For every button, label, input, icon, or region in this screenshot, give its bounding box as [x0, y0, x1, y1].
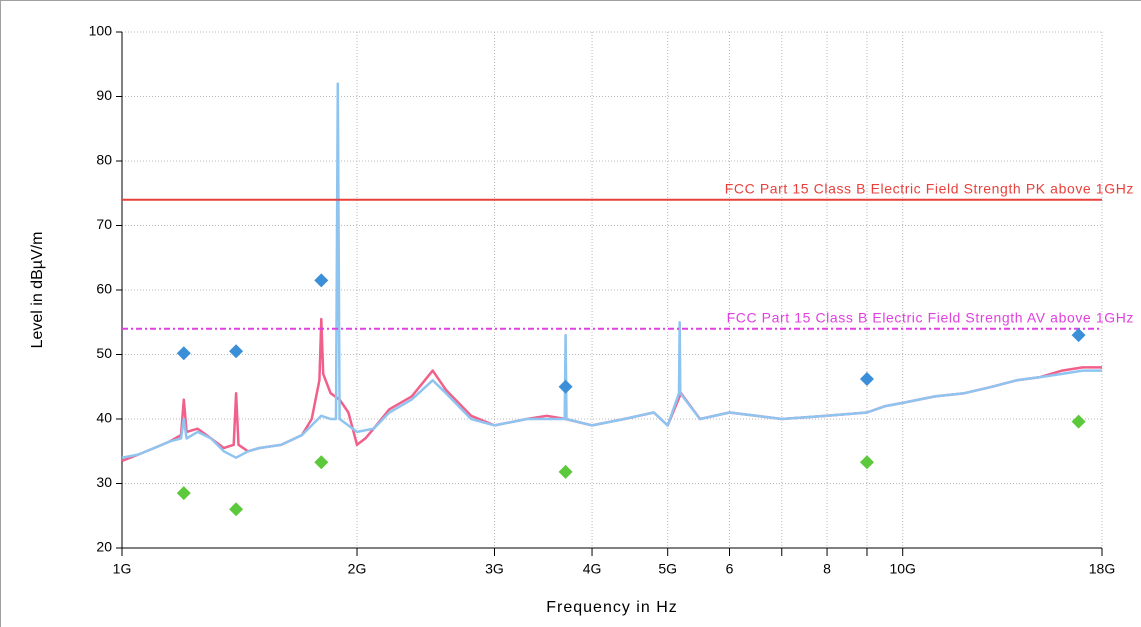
x-tick-label: 6: [726, 561, 734, 577]
x-tick-label: 2G: [348, 561, 367, 577]
marker: [558, 464, 573, 479]
marker: [314, 273, 329, 288]
y-tick-label: 40: [96, 410, 112, 426]
y-tick-label: 90: [96, 87, 112, 103]
y-tick-label: 50: [96, 345, 112, 361]
y-tick-label: 20: [96, 539, 112, 555]
limit-label: FCC Part 15 Class B Electric Field Stren…: [727, 309, 1134, 325]
x-tick-label: 5G: [658, 561, 677, 577]
marker: [314, 455, 329, 470]
marker: [229, 344, 244, 359]
marker: [1071, 414, 1086, 429]
x-axis-label: Frequency in Hz: [546, 599, 678, 616]
trace: [121, 82, 1102, 459]
x-tick-label: 4G: [583, 561, 602, 577]
y-axis-label: Level in dBµV/m: [29, 232, 46, 349]
y-tick-label: 30: [96, 474, 112, 490]
marker: [859, 455, 874, 470]
marker: [1071, 328, 1086, 343]
marker: [859, 372, 874, 387]
x-tick-label: 1G: [113, 561, 132, 577]
y-tick-label: 80: [96, 152, 112, 168]
y-tick-label: 70: [96, 216, 112, 232]
x-tick-label: 8: [823, 561, 831, 577]
marker: [176, 486, 191, 501]
y-tick-label: 100: [89, 23, 113, 39]
y-tick-label: 60: [96, 281, 112, 297]
marker: [558, 379, 573, 394]
marker: [229, 502, 244, 517]
limit-label: FCC Part 15 Class B Electric Field Stren…: [725, 180, 1134, 196]
marker: [176, 346, 191, 361]
x-tick-label: 18G: [1089, 561, 1115, 577]
x-tick-label: 10G: [889, 561, 915, 577]
x-tick-label: 3G: [485, 561, 504, 577]
